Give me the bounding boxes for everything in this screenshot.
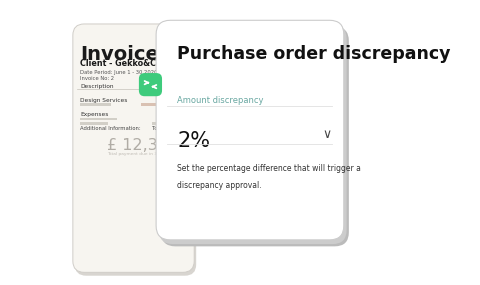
Text: Amount discrepancy: Amount discrepancy bbox=[177, 96, 264, 105]
Text: Rate (Monthly): Rate (Monthly) bbox=[141, 84, 184, 89]
FancyBboxPatch shape bbox=[159, 25, 347, 244]
Text: ∨: ∨ bbox=[323, 128, 332, 141]
Text: £ 12,325.00: £ 12,325.00 bbox=[107, 138, 203, 153]
Text: Total payment due in 30 days: Total payment due in 30 days bbox=[107, 152, 171, 156]
Text: Design Services: Design Services bbox=[80, 98, 127, 103]
Bar bbox=[80, 103, 111, 106]
Text: Total Due:: Total Due: bbox=[152, 127, 178, 131]
Text: discrepancy approval.: discrepancy approval. bbox=[177, 181, 262, 190]
FancyBboxPatch shape bbox=[73, 24, 194, 272]
Text: Additional Information:: Additional Information: bbox=[80, 127, 141, 131]
Bar bbox=[152, 122, 170, 125]
Text: Invoice: Invoice bbox=[80, 45, 159, 64]
Text: Date Period: June 1 - 30 2020: Date Period: June 1 - 30 2020 bbox=[80, 70, 157, 75]
Text: Set the percentage difference that will trigger a: Set the percentage difference that will … bbox=[177, 164, 361, 173]
FancyBboxPatch shape bbox=[75, 27, 196, 276]
FancyBboxPatch shape bbox=[161, 27, 349, 246]
Bar bbox=[80, 122, 108, 125]
FancyBboxPatch shape bbox=[156, 20, 344, 240]
Text: Client - Gekko&Co Inc.: Client - Gekko&Co Inc. bbox=[80, 59, 181, 68]
Text: Expenses: Expenses bbox=[80, 112, 108, 117]
Bar bbox=[141, 103, 156, 106]
Text: 2%: 2% bbox=[177, 131, 210, 151]
FancyBboxPatch shape bbox=[139, 73, 162, 96]
Text: Invoice No: 2: Invoice No: 2 bbox=[80, 76, 114, 81]
Bar bbox=[80, 118, 117, 121]
Text: Purchase order discrepancy: Purchase order discrepancy bbox=[177, 45, 451, 63]
Text: Description: Description bbox=[80, 84, 113, 89]
